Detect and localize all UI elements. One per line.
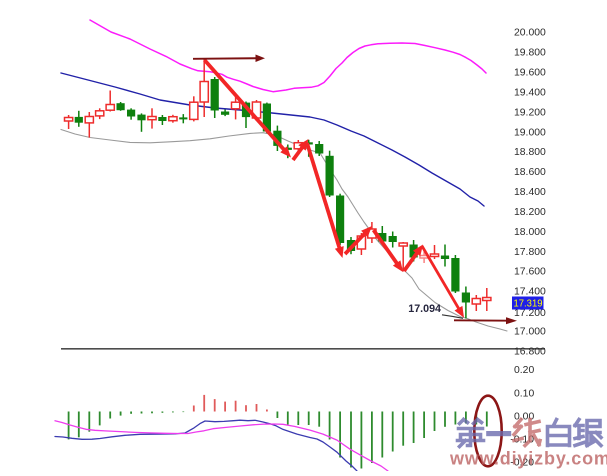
svg-text:19.600: 19.600 [514,68,546,79]
svg-text:19.800: 19.800 [514,48,546,59]
svg-text:www.diyizby.com: www.diyizby.com [449,449,607,469]
svg-text:17.094: 17.094 [408,303,441,315]
svg-text:19.400: 19.400 [514,88,546,99]
svg-text:19.200: 19.200 [514,107,546,118]
svg-text:18.200: 18.200 [514,207,546,218]
svg-text:18.600: 18.600 [514,167,546,178]
svg-text:19.000: 19.000 [514,127,546,138]
svg-text:17.400: 17.400 [514,287,546,298]
svg-text:0.20: 0.20 [514,365,534,376]
svg-text:17.000: 17.000 [514,327,546,338]
svg-text:17.319: 17.319 [514,298,543,310]
svg-text:17.600: 17.600 [514,267,546,278]
svg-text:18.400: 18.400 [514,187,546,198]
svg-text:18.800: 18.800 [514,147,546,158]
svg-text:17.800: 17.800 [514,247,546,258]
svg-text:16.800: 16.800 [514,346,546,357]
svg-text:20.000: 20.000 [514,28,546,39]
svg-text:18.000: 18.000 [514,227,546,238]
svg-text:0.10: 0.10 [514,388,534,399]
